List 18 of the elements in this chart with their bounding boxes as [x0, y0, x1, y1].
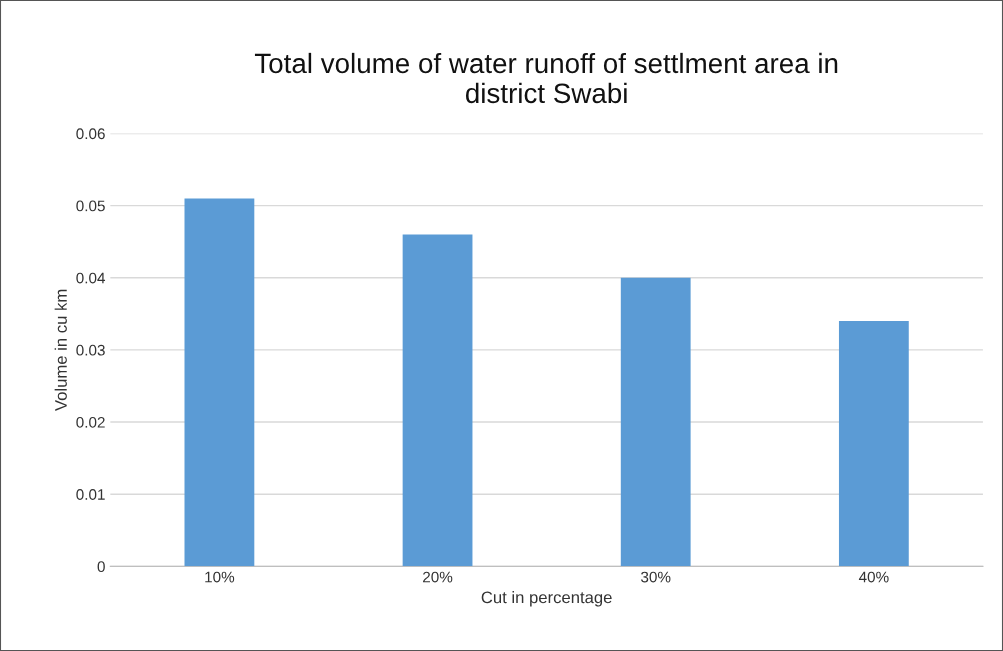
x-tick-label: 20%: [423, 571, 453, 583]
bar: [402, 234, 473, 567]
bar: [184, 198, 255, 567]
x-tick-label: 30%: [641, 571, 671, 583]
y-tick-label: 0.01: [76, 489, 105, 500]
y-tick-label: 0.03: [76, 344, 105, 356]
y-tick-label: 0: [97, 561, 105, 573]
bar: [620, 277, 691, 567]
x-tick-label: 40%: [858, 571, 889, 583]
y-axis-title: Volume in cu km: [54, 289, 67, 411]
x-tick-label: 10%: [205, 571, 235, 583]
y-tick-label: 0.06: [76, 128, 105, 140]
y-tick-label: 0.02: [76, 416, 105, 428]
bar: [838, 321, 909, 567]
y-tick-label: 0.04: [76, 272, 106, 284]
x-axis-title: Cut in percentage: [481, 591, 612, 607]
chart-title: Total volume of water runoff of settlment area in district Swabi: [254, 52, 838, 104]
y-tick-label: 0.05: [76, 200, 105, 212]
